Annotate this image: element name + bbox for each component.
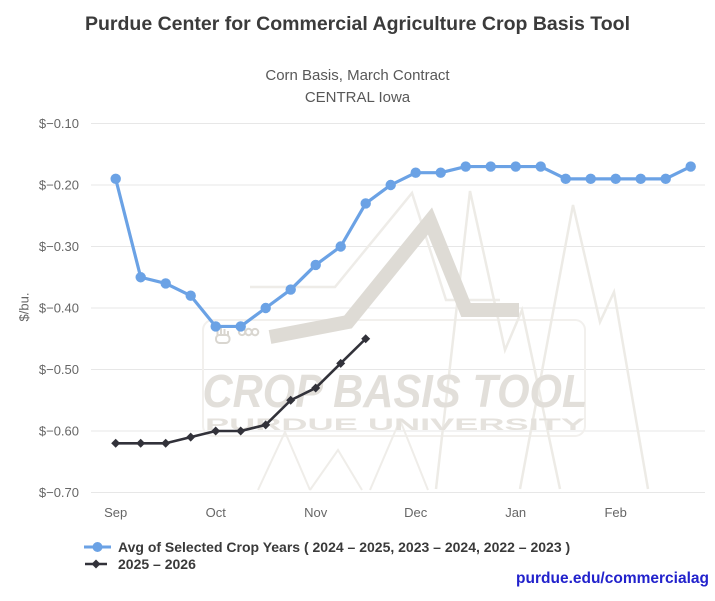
x-tick-label: Feb — [604, 505, 626, 520]
data-point-marker — [310, 259, 321, 271]
data-point-marker — [311, 383, 321, 393]
chart-subtitle-contract: Corn Basis, March Contract — [265, 67, 450, 84]
x-tick-label: Oct — [206, 505, 227, 520]
y-tick-label: $−0.20 — [39, 178, 79, 193]
data-point-marker — [535, 161, 546, 172]
data-point-marker — [335, 241, 346, 252]
legend-item-2025-2026[interactable]: 2025 – 2026 — [84, 556, 570, 572]
chart-legend: Avg of Selected Crop Years ( 2024 – 2025… — [84, 539, 570, 573]
data-point-marker — [286, 395, 296, 405]
data-point-marker — [210, 321, 221, 332]
page-title: Purdue Center for Commercial Agriculture… — [84, 13, 630, 35]
avg-series-marker-icon — [84, 542, 111, 552]
legend-label-avg: Avg of Selected Crop Years ( 2024 – 2025… — [118, 539, 571, 555]
chart-subtitle-region: CENTRAL Iowa — [304, 89, 411, 106]
data-point-marker — [361, 334, 371, 344]
data-point-marker — [635, 173, 646, 185]
data-point-marker — [685, 161, 696, 172]
hand-icon — [215, 328, 231, 344]
current-series-marker-icon — [85, 559, 107, 569]
x-tick-label: Sep — [104, 505, 127, 520]
y-tick-label: $−0.70 — [39, 485, 79, 500]
data-point-marker — [336, 358, 346, 368]
y-tick-label: $−0.10 — [39, 116, 79, 131]
x-tick-label: Nov — [304, 505, 328, 520]
watermark-outline-mountain-2 — [518, 204, 650, 490]
data-point-marker — [660, 173, 671, 185]
series-avg-crop-years — [110, 161, 696, 332]
data-point-marker — [161, 438, 171, 448]
watermark-text-purdue-university: PURDUE UNIVERSITY — [205, 416, 585, 434]
data-point-marker — [260, 302, 271, 314]
x-tick-label: Dec — [404, 505, 428, 520]
gridlines — [91, 123, 705, 493]
data-point-marker — [261, 420, 271, 430]
data-point-marker — [235, 321, 246, 332]
watermark-text-crop-basis-tool: CROP BASIS TOOL — [203, 365, 588, 417]
data-point-marker — [185, 290, 196, 301]
legend-item-avg-crop-years[interactable]: Avg of Selected Crop Years ( 2024 – 2025… — [84, 539, 570, 555]
data-point-marker — [111, 438, 121, 448]
y-tick-label: $−0.40 — [39, 301, 79, 316]
data-point-marker — [236, 426, 246, 436]
x-tick-label: Jan — [505, 505, 526, 520]
data-point-marker — [360, 198, 371, 209]
data-point-marker — [186, 432, 196, 442]
watermark-outline-small-peaks — [257, 417, 429, 491]
data-point-marker — [110, 173, 121, 185]
data-point-marker — [135, 272, 146, 283]
data-point-marker — [136, 438, 146, 448]
data-point-marker — [211, 426, 221, 436]
data-point-marker — [610, 173, 621, 185]
data-point-marker — [160, 278, 171, 289]
data-point-marker — [510, 161, 521, 172]
watermark: CROP BASIS TOOL PURDUE UNIVERSITY — [202, 190, 650, 491]
watermark-logo-line — [268, 207, 519, 344]
data-point-marker — [285, 284, 296, 295]
commercialag-link[interactable]: purdue.edu/commercialag — [516, 570, 709, 587]
y-tick-label: $−0.30 — [39, 239, 79, 254]
series-layer — [110, 161, 696, 448]
axis-labels: $−0.10 $−0.20 $−0.30 $−0.40 $−0.50 $−0.60 $−0.… — [39, 116, 627, 520]
data-point-marker — [385, 179, 396, 191]
data-point-marker — [410, 167, 421, 178]
y-tick-label: $−0.50 — [39, 362, 79, 377]
series-2025-2026 — [111, 334, 371, 448]
y-tick-label: $−0.60 — [39, 424, 79, 439]
data-point-marker — [560, 173, 571, 185]
data-point-marker — [585, 173, 596, 185]
data-point-marker — [435, 167, 446, 178]
data-point-marker — [485, 161, 496, 172]
legend-label-2025-2026: 2025 – 2026 — [118, 556, 196, 572]
data-point-marker — [460, 161, 471, 172]
watermark-outline-mountain-1 — [434, 190, 562, 490]
